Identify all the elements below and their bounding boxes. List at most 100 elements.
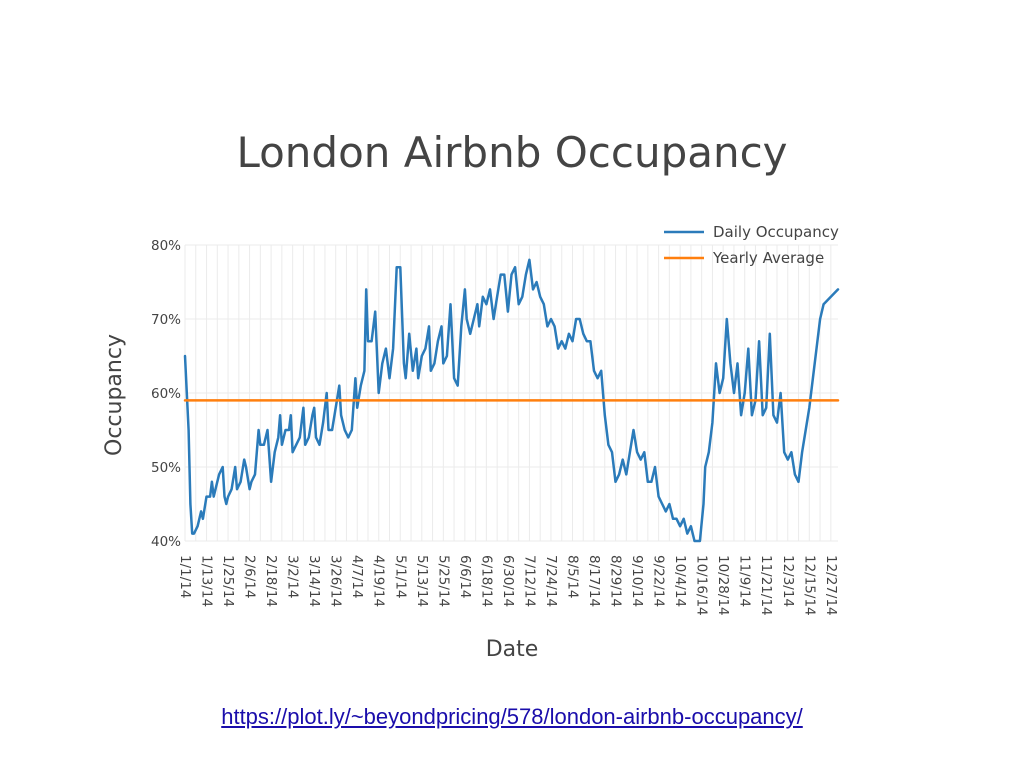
daily-point xyxy=(340,414,342,416)
average-point xyxy=(184,399,186,401)
daily-point xyxy=(331,429,333,431)
daily-point xyxy=(205,495,207,497)
daily-point xyxy=(625,473,627,475)
daily-point xyxy=(408,333,410,335)
legend-item-daily[interactable]: Daily Occupancy xyxy=(664,223,839,241)
daily-point xyxy=(374,310,376,312)
x-tick-label: 8/5/14 xyxy=(564,555,580,598)
daily-point xyxy=(769,333,771,335)
daily-point xyxy=(718,392,720,394)
daily-point xyxy=(822,303,824,305)
daily-point xyxy=(430,370,432,372)
x-tick-label: 1/25/14 xyxy=(220,555,236,607)
daily-point xyxy=(611,451,613,453)
daily-point xyxy=(589,340,591,342)
daily-point xyxy=(496,296,498,298)
daily-point xyxy=(492,318,494,320)
daily-point xyxy=(600,370,602,372)
legend-item-average[interactable]: Yearly Average xyxy=(664,249,824,267)
daily-point xyxy=(200,510,202,512)
daily-point xyxy=(193,532,195,534)
daily-point xyxy=(525,273,527,275)
daily-point xyxy=(457,384,459,386)
x-tick-label: 10/16/14 xyxy=(694,555,710,616)
daily-point xyxy=(507,310,509,312)
daily-point xyxy=(772,414,774,416)
x-tick-label: 1/13/14 xyxy=(199,555,215,607)
daily-point xyxy=(711,421,713,423)
x-axis: 1/1/14 1/13/14 1/25/14 2/6/14 2/18/14 3/2/14 3… xyxy=(177,555,839,616)
legend[interactable]: Daily Occupancy Yearly Average xyxy=(664,223,839,267)
x-tick-label: 8/29/14 xyxy=(608,555,624,607)
daily-point xyxy=(469,333,471,335)
daily-point xyxy=(385,347,387,349)
daily-point xyxy=(266,429,268,431)
daily-point xyxy=(202,518,204,520)
daily-point xyxy=(557,347,559,349)
daily-point xyxy=(675,518,677,520)
daily-point xyxy=(647,481,649,483)
daily-point xyxy=(489,288,491,290)
y-axis-label: Occupancy xyxy=(102,334,127,456)
x-tick-label: 11/21/14 xyxy=(758,555,774,616)
daily-point xyxy=(291,451,293,453)
daily-point xyxy=(446,355,448,357)
x-tick-label: 2/18/14 xyxy=(263,555,279,607)
daily-point xyxy=(279,414,281,416)
daily-point xyxy=(274,451,276,453)
daily-point xyxy=(607,444,609,446)
daily-point xyxy=(424,347,426,349)
x-tick-label: 4/19/14 xyxy=(371,555,387,607)
x-tick-label: 10/4/14 xyxy=(672,555,688,607)
daily-point xyxy=(449,303,451,305)
daily-point xyxy=(403,362,405,364)
daily-point xyxy=(672,518,674,520)
daily-point xyxy=(239,481,241,483)
daily-point xyxy=(243,458,245,460)
plotly-link[interactable]: https://plot.ly/~beyondpricing/578/londo… xyxy=(221,704,803,729)
daily-point xyxy=(564,347,566,349)
daily-point xyxy=(453,377,455,379)
daily-point xyxy=(643,451,645,453)
daily-point xyxy=(819,318,821,320)
x-tick-label: 5/25/14 xyxy=(435,555,451,607)
daily-point xyxy=(318,444,320,446)
daily-point xyxy=(442,362,444,364)
daily-point xyxy=(421,355,423,357)
y-tick-label: 70% xyxy=(151,312,181,328)
daily-point xyxy=(466,318,468,320)
daily-point xyxy=(250,481,252,483)
daily-point xyxy=(783,451,785,453)
daily-point xyxy=(632,429,634,431)
daily-point xyxy=(535,281,537,283)
x-tick-label: 6/18/14 xyxy=(478,555,494,607)
daily-point xyxy=(313,407,315,409)
x-tick-label: 7/24/14 xyxy=(543,555,559,607)
y-tick-label: 40% xyxy=(151,534,181,550)
x-tick-label: 6/6/14 xyxy=(457,555,473,598)
daily-point xyxy=(299,436,301,438)
series xyxy=(183,258,840,543)
daily-point xyxy=(650,481,652,483)
x-tick-label: 12/27/14 xyxy=(823,555,839,616)
daily-point xyxy=(290,414,292,416)
x-tick-label: 9/10/14 xyxy=(629,555,645,607)
daily-point xyxy=(473,318,475,320)
legend-label-daily: Daily Occupancy xyxy=(713,223,839,241)
daily-point xyxy=(543,303,545,305)
daily-point xyxy=(654,466,656,468)
daily-point xyxy=(586,340,588,342)
daily-point xyxy=(715,362,717,364)
daily-point xyxy=(440,325,442,327)
daily-point xyxy=(351,429,353,431)
daily-point xyxy=(392,347,394,349)
daily-point xyxy=(726,318,728,320)
daily-point xyxy=(668,503,670,505)
daily-point xyxy=(532,288,534,290)
daily-point xyxy=(311,414,313,416)
daily-point xyxy=(776,421,778,423)
x-tick-label: 5/1/14 xyxy=(392,555,408,598)
daily-point xyxy=(214,488,216,490)
daily-point xyxy=(189,503,191,505)
